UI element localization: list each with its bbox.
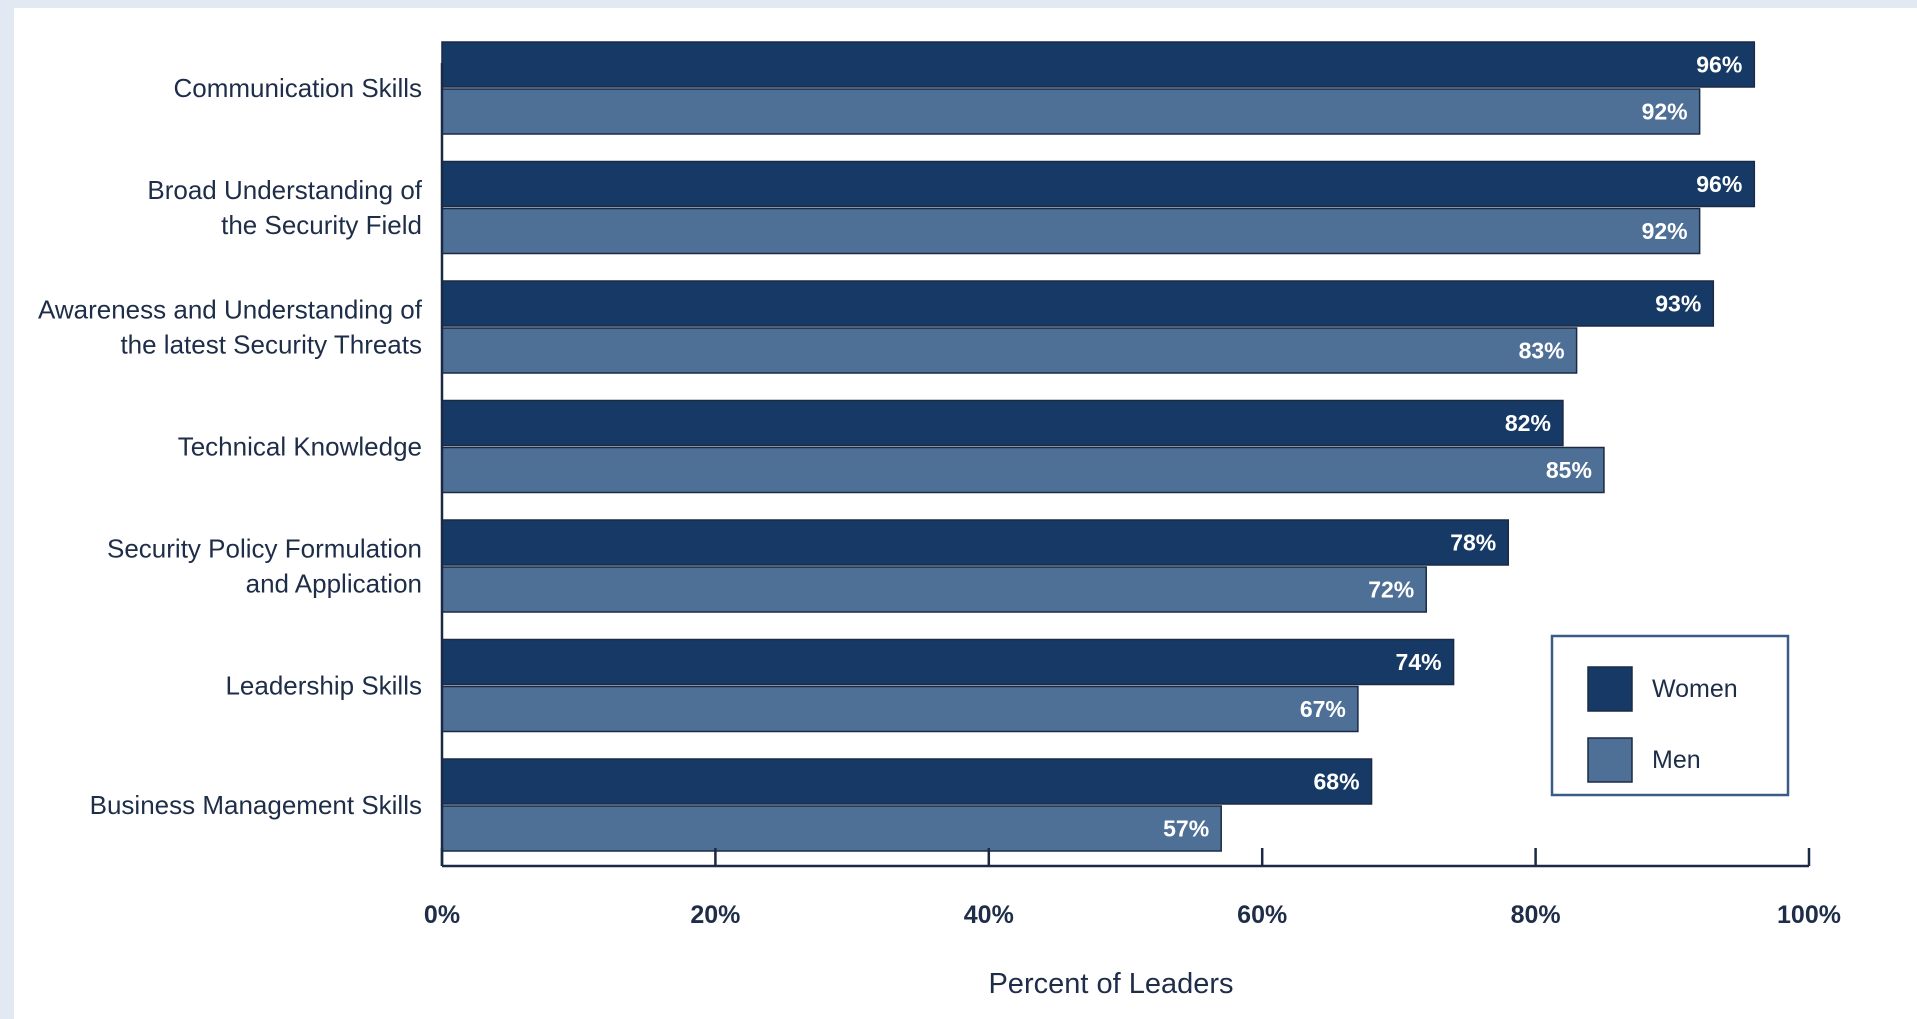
chart-frame: 96% 92% 96% 92% 93% 83% 82% 85% 78% 72% 74% 67% 68% 5… [14, 8, 1917, 1019]
x-tick-label: 0% [424, 901, 460, 929]
bar-value-label: 57% [1163, 816, 1209, 842]
x-tick-label: 80% [1511, 901, 1561, 929]
x-tick-label: 60% [1237, 901, 1287, 929]
bar-men-6 [441, 805, 1222, 852]
bar-value-label: 68% [1314, 769, 1360, 795]
bar-value-label: 85% [1546, 457, 1592, 483]
bar-women-5 [441, 638, 1455, 686]
legend: Women Men [1550, 634, 1790, 797]
bar-value-label: 72% [1368, 577, 1414, 603]
legend-label-women: Women [1652, 675, 1738, 703]
bar-men-5 [441, 685, 1359, 733]
category-labels-group: Communication Skills Broad Understanding … [38, 73, 423, 820]
bar-value-label: 74% [1396, 649, 1442, 675]
category-label: Broad Understanding of the Security Field [147, 175, 422, 240]
category-label: Communication Skills [173, 73, 422, 103]
bar-men-3 [441, 446, 1605, 494]
category-label: Awareness and Understanding of the latest… [38, 295, 423, 360]
legend-label-men: Men [1652, 746, 1701, 774]
legend-swatch-women [1587, 666, 1633, 712]
legend-swatch-men [1587, 737, 1633, 783]
x-axis: 0% 20% 40% 60% 80% 100% [424, 63, 1841, 929]
category-label: Leadership Skills [225, 671, 422, 701]
category-label: Business Management Skills [90, 790, 422, 820]
bar-men-2 [441, 327, 1578, 374]
bar-women-6 [441, 758, 1373, 805]
bar-women-4 [441, 519, 1510, 566]
bar-value-label: 92% [1642, 218, 1688, 244]
bar-value-label: 83% [1519, 338, 1565, 364]
bar-women-0 [441, 41, 1756, 88]
category-label: Security Policy Formulation and Applicati… [107, 534, 422, 599]
bar-chart: 96% 92% 96% 92% 93% 83% 82% 85% 78% 72% 74% 67% 68% 5… [38, 41, 1841, 1000]
bar-value-label: 96% [1696, 171, 1742, 197]
bar-value-label: 78% [1450, 530, 1496, 556]
x-axis-title: Percent of Leaders [988, 968, 1233, 1000]
bar-value-label: 92% [1642, 99, 1688, 125]
bar-men-1 [441, 207, 1701, 255]
x-tick-label: 40% [964, 901, 1014, 929]
bar-men-4 [441, 566, 1427, 613]
bar-value-label: 67% [1300, 696, 1346, 722]
bar-labels-group: 96% 92% 96% 92% 93% 83% 82% 85% 78% 72% 74% 67% 68% 5… [1163, 52, 1742, 842]
bars-group [441, 41, 1756, 852]
bar-women-2 [441, 280, 1715, 327]
bar-women-3 [441, 399, 1564, 447]
x-tick-label: 100% [1777, 901, 1841, 929]
bar-value-label: 93% [1655, 291, 1701, 317]
x-tick-label: 20% [690, 901, 740, 929]
bar-men-0 [441, 88, 1701, 135]
bar-value-label: 96% [1696, 52, 1742, 78]
bar-value-label: 82% [1505, 410, 1551, 436]
bar-women-1 [441, 160, 1756, 208]
category-label: Technical Knowledge [178, 432, 422, 462]
